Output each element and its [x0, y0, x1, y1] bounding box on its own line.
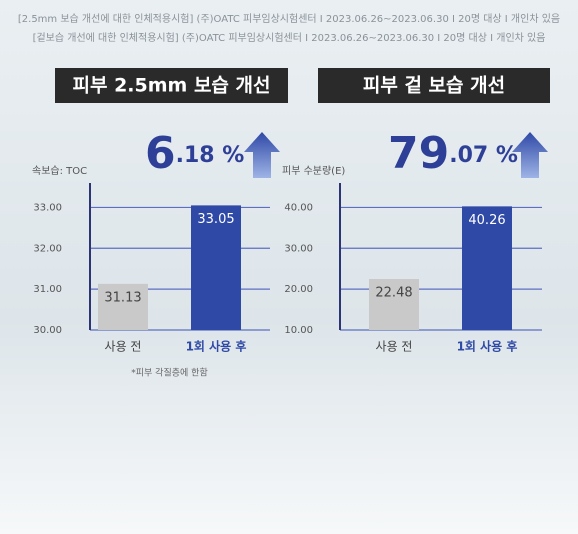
title-box: [318, 68, 550, 103]
y-axis-label: 속보습: TOC: [32, 165, 87, 177]
x-tick-label: 사용 전: [105, 340, 142, 354]
bar: [462, 206, 512, 330]
y-tick-label: 10.00: [284, 325, 313, 336]
value-label: 31.13: [104, 290, 141, 305]
bar: [191, 205, 241, 330]
x-tick-label: 사용 전: [376, 340, 413, 354]
y-tick-label: 30.00: [33, 325, 62, 336]
y-tick-label: 20.00: [284, 284, 313, 295]
header-line: [겉보습 개선에 대한 인체적용시험] (주)OATC 피부임상시험센터 I 2…: [33, 31, 546, 44]
y-tick-label: 32.00: [33, 243, 62, 254]
y-axis-label: 피부 수분량(E): [282, 165, 345, 177]
up-arrow: [512, 132, 548, 178]
increase-label: 6.18 %: [145, 128, 244, 179]
x-tick-label: 1회 사용 후: [457, 339, 518, 354]
y-tick-label: 40.00: [284, 202, 313, 213]
header-line: [2.5mm 보습 개선에 대한 인체적용시험] (주)OATC 피부임상시험센…: [18, 12, 560, 25]
value-label: 40.26: [468, 213, 505, 228]
chart-title: 피부 2.5mm 보습 개선: [73, 75, 271, 97]
chart-title: 피부 겉 보습 개선: [363, 75, 505, 97]
up-arrow: [244, 132, 280, 178]
y-tick-label: 30.00: [284, 243, 313, 254]
increase-label: 79.07 %: [388, 128, 518, 179]
x-tick-label: 1회 사용 후: [186, 339, 247, 354]
value-label: 22.48: [375, 286, 412, 301]
footnote: *피부 각질층에 한함: [131, 367, 207, 379]
value-label: 33.05: [197, 212, 234, 227]
y-tick-label: 33.00: [33, 202, 62, 213]
bar: [98, 283, 148, 330]
bar: [369, 279, 419, 330]
y-tick-label: 31.00: [33, 284, 62, 295]
title-box: [55, 68, 288, 103]
